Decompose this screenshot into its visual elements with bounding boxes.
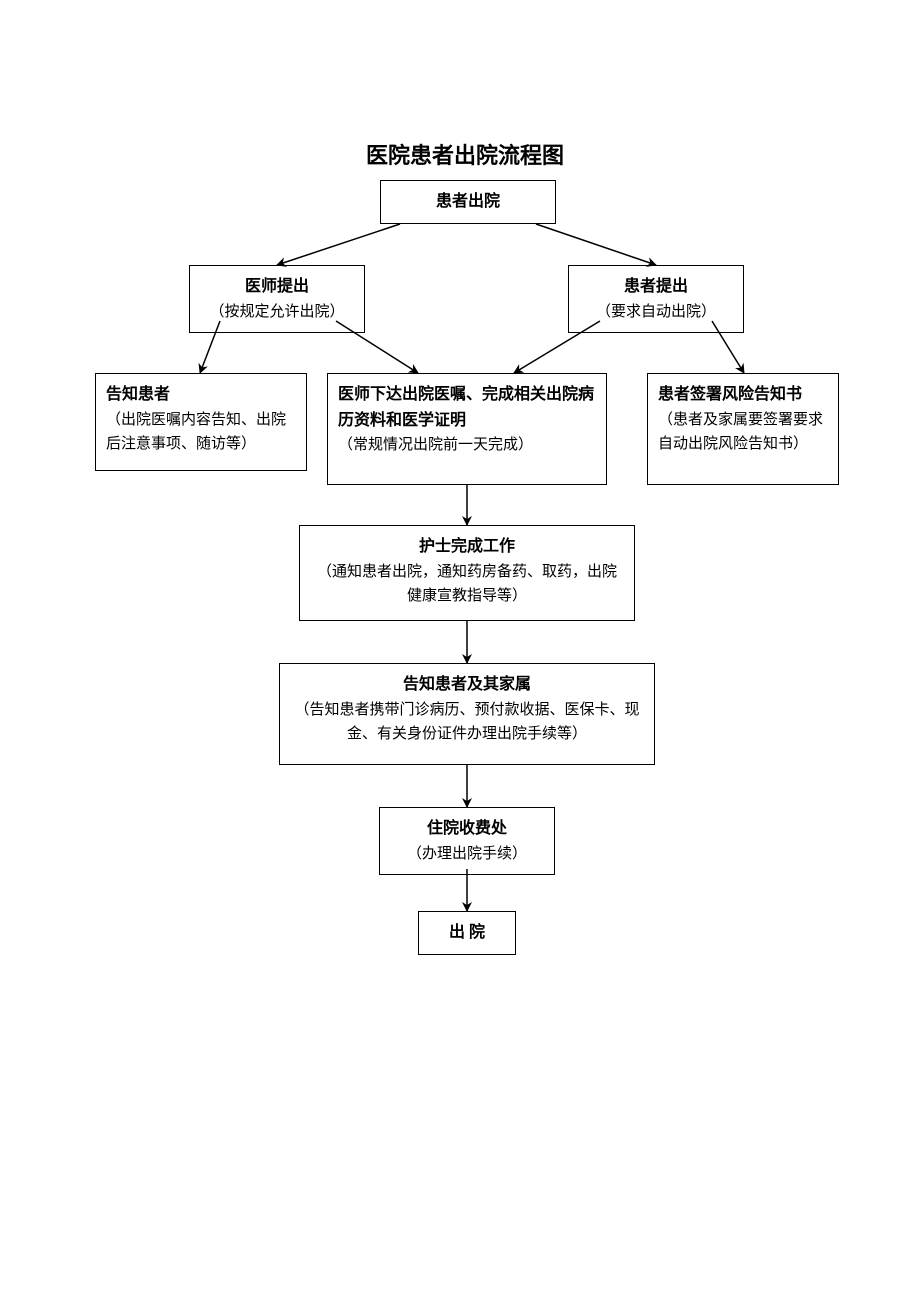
flowchart-canvas: 医院患者出院流程图 患者出院 医师提出（按规定允许出院） 患者提出（要求自动出院… [0,0,920,1302]
node-notify-patient: 告知患者（出院医嘱内容告知、出院后注意事项、随访等） [95,373,307,471]
node-cashier: 住院收费处（办理出院手续） [379,807,555,875]
node-sign-sub: （患者及家属要签署要求自动出院风险告知书） [658,408,828,456]
node-notify-sub: （出院医嘱内容告知、出院后注意事项、随访等） [106,408,296,456]
node-nurse-bold: 护士完成工作 [310,534,624,560]
node-end-label: 出 院 [429,920,505,946]
node-order-bold: 医师下达出院医嘱、完成相关出院病历资料和医学证明 [338,382,596,433]
node-cashier-bold: 住院收费处 [390,816,544,842]
node-left1-bold: 医师提出 [200,274,354,300]
node-notify-family: 告知患者及其家属（告知患者携带门诊病历、预付款收据、医保卡、现金、有关身份证件办… [279,663,655,765]
node-right1-sub: （要求自动出院） [579,300,733,324]
node-cashier-sub: （办理出院手续） [390,842,544,866]
node-patient-propose: 患者提出（要求自动出院） [568,265,744,333]
node-notify-bold: 告知患者 [106,382,296,408]
chart-title: 医院患者出院流程图 [335,138,595,170]
node-sign-bold: 患者签署风险告知书 [658,382,828,408]
node-start: 患者出院 [380,180,556,224]
node-order-sub: （常规情况出院前一天完成） [338,433,596,457]
node-family-bold: 告知患者及其家属 [290,672,644,698]
node-right1-bold: 患者提出 [579,274,733,300]
node-doctor-propose: 医师提出（按规定允许出院） [189,265,365,333]
node-family-sub: （告知患者携带门诊病历、预付款收据、医保卡、现金、有关身份证件办理出院手续等） [290,698,644,746]
node-nurse-sub: （通知患者出院，通知药房备药、取药，出院健康宣教指导等） [310,560,624,608]
node-doctor-order: 医师下达出院医嘱、完成相关出院病历资料和医学证明（常规情况出院前一天完成） [327,373,607,485]
node-sign-consent: 患者签署风险告知书（患者及家属要签署要求自动出院风险告知书） [647,373,839,485]
node-end: 出 院 [418,911,516,955]
node-left1-sub: （按规定允许出院） [200,300,354,324]
node-start-label: 患者出院 [391,189,545,215]
node-nurse-work: 护士完成工作（通知患者出院，通知药房备药、取药，出院健康宣教指导等） [299,525,635,621]
